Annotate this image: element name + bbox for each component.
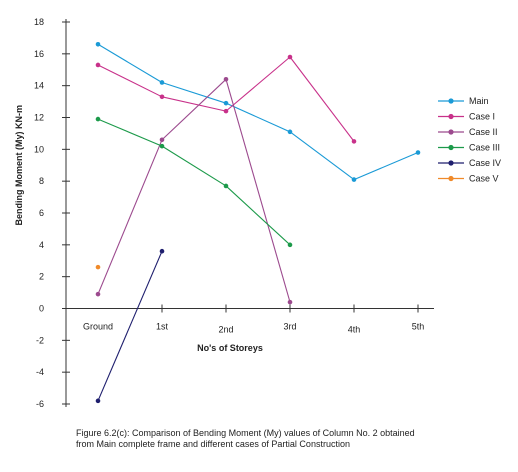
legend-swatch-marker (448, 113, 454, 120)
series-line-segment (161, 78, 227, 141)
y-tick-label: 14 (34, 81, 44, 91)
legend-swatch-marker (448, 160, 454, 166)
series-line-segment (97, 118, 163, 147)
y-tick-label: -6 (36, 399, 44, 409)
series-line-segment (97, 43, 163, 83)
x-tick-label: 4th (348, 325, 361, 335)
x-tick-label: 1st (156, 322, 169, 332)
data-point (287, 242, 293, 248)
series-line-segment (353, 152, 419, 181)
data-point (95, 264, 101, 270)
legend-entry: Case II (438, 127, 498, 137)
y-tick-label: 6 (39, 208, 44, 218)
series-case-iv (95, 248, 165, 404)
x-tick-label: 3rd (283, 322, 296, 332)
legend-label: Case I (469, 112, 495, 122)
data-point (95, 41, 101, 47)
series-line-segment (161, 96, 227, 112)
legend-swatch-marker (448, 98, 454, 104)
series-line-segment (225, 185, 291, 246)
legend-entry: Case IV (438, 158, 501, 168)
data-point (159, 94, 165, 100)
data-point (223, 77, 229, 82)
caption-line-2: from Main complete frame and different c… (76, 439, 350, 449)
series-case-iii (95, 116, 293, 248)
data-point (159, 143, 165, 149)
y-tick-label: 18 (34, 17, 44, 27)
data-point (159, 248, 165, 254)
x-tick-label: 2nd (218, 325, 233, 335)
y-tick-label: 12 (34, 113, 44, 123)
legend-entry: Main (438, 96, 489, 106)
series-line-segment (289, 131, 355, 181)
legend-entry: Case V (438, 174, 499, 184)
caption-line-1: Figure 6.2(c): Comparison of Bending Mom… (76, 428, 415, 438)
data-point (351, 139, 357, 144)
data-point (351, 177, 357, 182)
axes: -6 -4 -2 0 2 4 6 8 10 12 14 16 18 Ground 1st 2nd 3rd 4th 5… (14, 17, 434, 409)
legend: Main Case I Case II Case III Case IV Case V (438, 96, 501, 184)
data-point (95, 62, 101, 68)
y-tick-label: 10 (34, 144, 44, 154)
data-point (287, 299, 293, 305)
y-tick-label: -2 (36, 335, 44, 345)
y-tick-label: 2 (39, 272, 44, 282)
legend-entry: Case III (438, 143, 500, 153)
y-tick-label: 8 (39, 176, 44, 186)
data-point (159, 80, 165, 85)
series-line-segment (161, 145, 227, 187)
legend-swatch-marker (448, 175, 454, 182)
series-line-segment (289, 56, 355, 142)
legend-label: Case III (469, 143, 500, 153)
legend-label: Case V (469, 174, 499, 184)
series-line-segment (161, 81, 227, 104)
legend-swatch-marker (448, 144, 454, 151)
series-line-segment (225, 56, 291, 112)
series-case-v (95, 264, 101, 270)
x-axis-title: No's of Storeys (197, 343, 263, 353)
data-point (95, 291, 101, 297)
series-line-segment (225, 79, 291, 303)
data-point (415, 150, 421, 155)
data-point (159, 137, 165, 143)
series-line-segment (97, 64, 163, 98)
series-case-ii (95, 77, 293, 305)
bending-moment-line-chart: -6 -4 -2 0 2 4 6 8 10 12 14 16 18 Ground 1st 2nd 3rd 4th 5… (14, 17, 501, 409)
series-main (95, 41, 421, 182)
x-tick-label: 5th (412, 322, 425, 332)
series-line-segment (225, 102, 291, 133)
legend-label: Case IV (469, 158, 501, 168)
series-line-segment (97, 250, 163, 402)
y-tick-label: 4 (39, 240, 44, 250)
y-axis-title: Bending Moment (My) KN-m (14, 105, 24, 226)
y-tick-label: 0 (39, 304, 44, 314)
series-case-i (95, 54, 357, 144)
data-point (287, 129, 293, 135)
legend-label: Main (469, 96, 489, 106)
y-tick-label: 16 (34, 49, 44, 59)
data-point (223, 108, 229, 114)
series-layer (95, 41, 421, 404)
series-line-segment (97, 139, 163, 295)
data-point (223, 100, 229, 106)
y-tick-label: -4 (36, 367, 44, 377)
legend-swatch-marker (448, 129, 454, 135)
figure-caption: Figure 6.2(c): Comparison of Bending Mom… (76, 428, 506, 450)
data-point (223, 183, 229, 189)
data-point (95, 398, 101, 404)
legend-entry: Case I (438, 112, 495, 122)
x-tick-label: Ground (83, 322, 113, 332)
legend-label: Case II (469, 127, 498, 137)
data-point (287, 54, 293, 60)
data-point (95, 116, 101, 122)
